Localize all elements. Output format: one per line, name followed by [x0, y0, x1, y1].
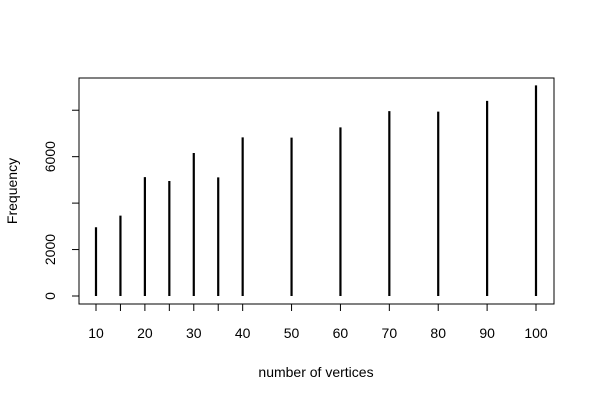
plot-frame: [79, 78, 554, 304]
x-tick-label: 80: [430, 325, 446, 341]
x-tick-label: 10: [88, 325, 104, 341]
y-axis-label: Frequency: [4, 158, 20, 224]
x-tick-label: 70: [382, 325, 398, 341]
x-axis-label: number of vertices: [258, 364, 373, 380]
x-axis: 10 20 30 40 50 60 70 80 90 100: [88, 304, 548, 341]
bars: [96, 85, 536, 296]
y-tick-label: 2000: [42, 234, 58, 265]
y-axis: 0 2000 6000: [42, 110, 79, 300]
x-tick-label: 100: [524, 325, 548, 341]
y-tick-label: 6000: [42, 141, 58, 172]
x-tick-label: 40: [235, 325, 251, 341]
y-tick-label: 0: [42, 292, 58, 300]
x-tick-label: 50: [284, 325, 300, 341]
x-tick-label: 30: [186, 325, 202, 341]
x-tick-label: 60: [333, 325, 349, 341]
x-tick-label: 20: [137, 325, 153, 341]
x-tick-label: 90: [479, 325, 495, 341]
